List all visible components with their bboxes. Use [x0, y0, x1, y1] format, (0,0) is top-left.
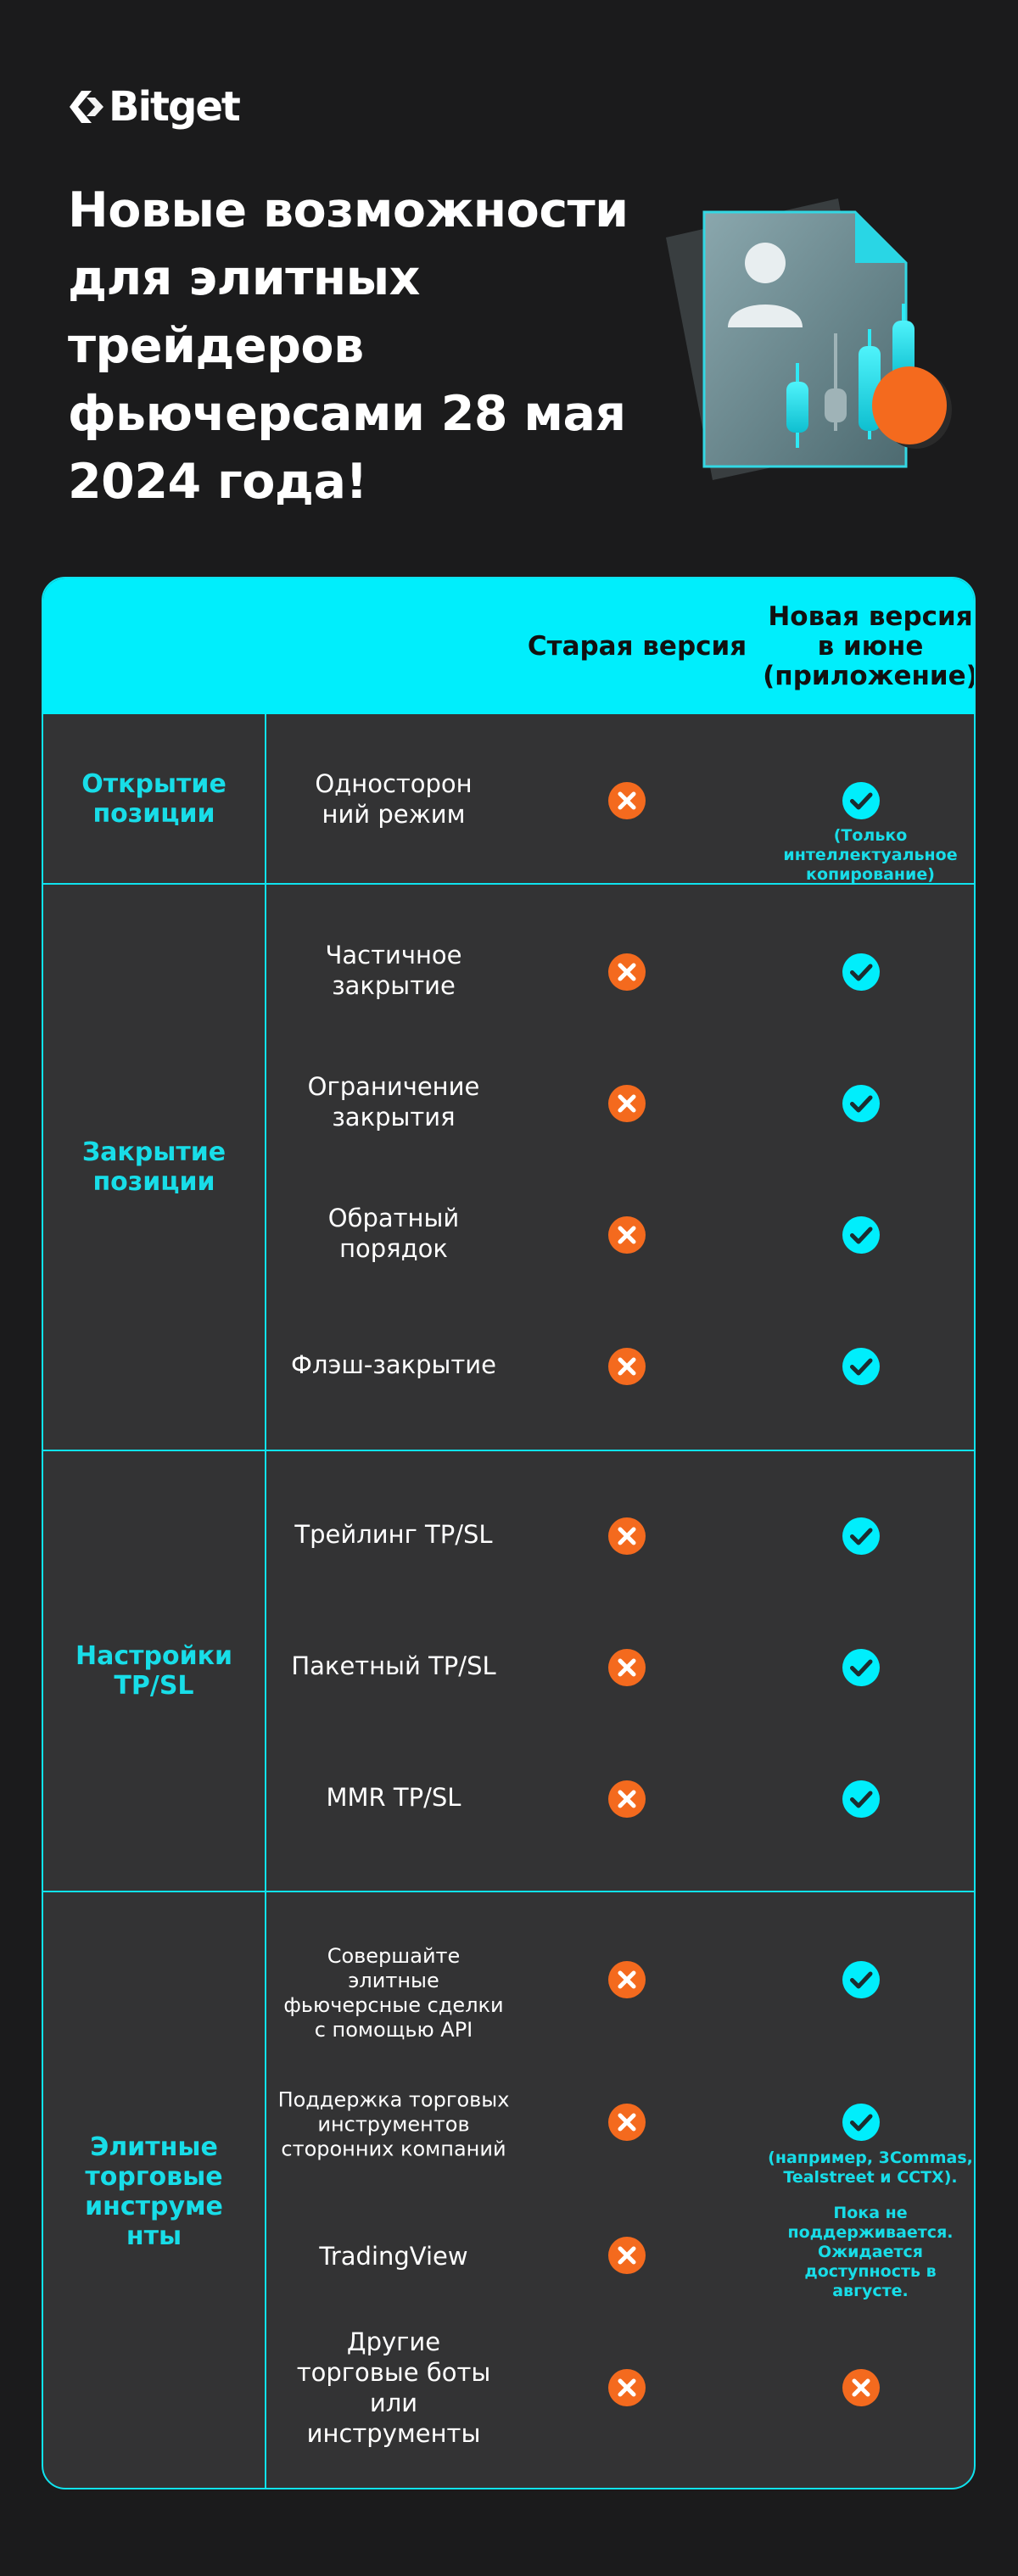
- cross-circle-icon: [608, 1085, 646, 1122]
- feature-partial-close: Частичное закрытие: [325, 941, 462, 1000]
- feature-limit-close: Ограничение закрытия: [307, 1072, 480, 1132]
- feature-trailing-tpsl: Трейлинг TP/SL: [294, 1520, 493, 1549]
- cross-circle-icon: [842, 2369, 880, 2406]
- note-smart-copy-only: (Только интеллектуальное копирование): [783, 826, 958, 884]
- cross-circle-icon: [608, 1961, 646, 1998]
- table-header: [43, 578, 974, 714]
- feature-third-party-tools: Поддержка торговых инструментов сторонних …: [277, 2087, 510, 2161]
- check-circle-icon: [842, 782, 880, 819]
- feature-api-trading: Совершайте элитные фьючерсные сделки с помо…: [283, 1944, 504, 2042]
- cross-circle-icon: [608, 953, 646, 991]
- page-title: Новые возможности для элитных трейдеров …: [68, 182, 629, 510]
- bitget-logo-icon: [70, 91, 103, 123]
- section-divider: [43, 1891, 974, 1892]
- feature-batch-tpsl: Пакетный TP/SL: [291, 1651, 496, 1680]
- feature-reverse-order: Обратный порядок: [327, 1204, 460, 1263]
- feature-flash-close: Флэш-закрытие: [290, 1350, 496, 1379]
- check-circle-icon: [842, 1517, 880, 1555]
- bitget-logo: Bitget: [66, 83, 241, 131]
- logo-wordmark: Bitget: [109, 83, 241, 131]
- feature-one-way-mode: Односторон ний режим: [315, 769, 473, 829]
- check-circle-icon: [842, 1348, 880, 1385]
- check-circle-icon: [842, 1085, 880, 1122]
- cross-circle-icon: [608, 2369, 646, 2406]
- cross-circle-icon: [608, 782, 646, 819]
- category-close-position: Закрытие позиции: [81, 1137, 227, 1197]
- category-elite-tools: Элитные торговые инструме нты: [85, 2132, 223, 2251]
- comparison-table: Старая версия Новая версия в июне (приложе…: [42, 577, 976, 2489]
- cross-circle-icon: [608, 1517, 646, 1555]
- feature-tradingview: TradingView: [319, 2242, 468, 2271]
- cross-circle-icon: [608, 1348, 646, 1385]
- check-circle-icon: [842, 1961, 880, 1998]
- feature-other-bots: Другие торговые боты или инструменты: [296, 2327, 491, 2448]
- column-header-new-version: Новая версия в июне (приложение): [763, 601, 976, 691]
- section-divider: [43, 1450, 974, 1451]
- section-divider: [43, 883, 974, 885]
- cross-circle-icon: [608, 1780, 646, 1818]
- cross-circle-icon: [608, 2237, 646, 2274]
- column-header-old-version: Старая версия: [527, 630, 747, 662]
- check-circle-icon: [842, 953, 880, 991]
- check-circle-icon: [842, 1649, 880, 1686]
- column-divider: [265, 714, 266, 2488]
- category-tpsl-settings: Настройки TP/SL: [75, 1641, 232, 1701]
- cross-circle-icon: [608, 2104, 646, 2141]
- cross-circle-icon: [608, 1649, 646, 1686]
- feature-mmr-tpsl: MMR TP/SL: [326, 1783, 461, 1812]
- check-circle-icon: [842, 2104, 880, 2141]
- check-circle-icon: [842, 1780, 880, 1818]
- category-open-position: Открытие позиции: [81, 768, 227, 829]
- note-tradingview-august: Пока не поддерживается. Ожидается доступнос…: [787, 2204, 954, 2300]
- note-third-party-examples: (например, 3Commas, Tealstreet и CCTX).: [768, 2149, 973, 2187]
- check-circle-icon: [842, 1216, 880, 1254]
- cross-circle-icon: [608, 1216, 646, 1254]
- trader-document-illustration: [666, 198, 952, 480]
